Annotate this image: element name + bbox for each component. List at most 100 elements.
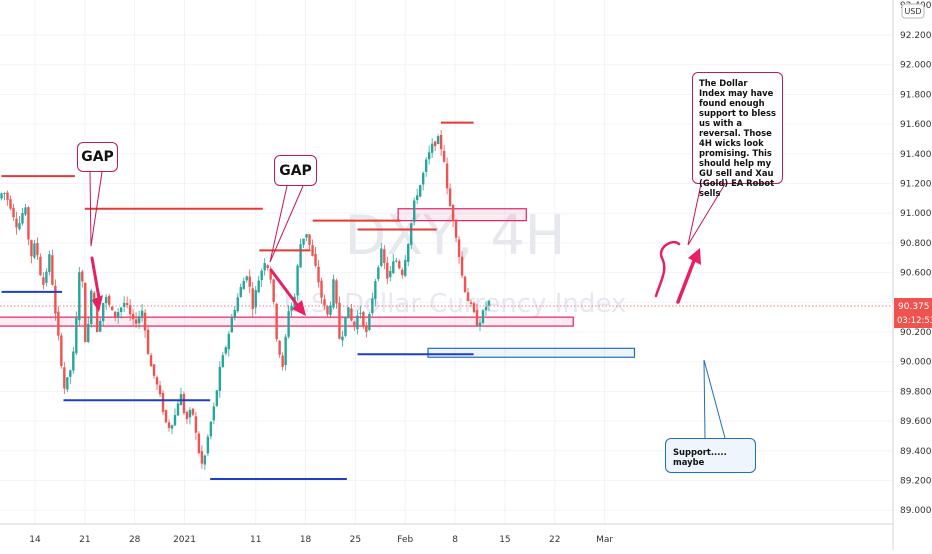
candle-body: [48, 254, 51, 273]
time-tick-label: 28: [129, 535, 141, 545]
candle: [122, 296, 126, 312]
candle: [421, 171, 425, 191]
candle-body: [182, 393, 186, 414]
candle-body: [302, 238, 305, 245]
currency-selector[interactable]: USD: [901, 3, 925, 19]
candle-body: [260, 270, 263, 280]
candle-body: [439, 134, 443, 150]
candle: [389, 265, 392, 282]
candle: [278, 340, 281, 358]
candle-body: [353, 321, 356, 328]
gap-arrow-1[interactable]: [90, 256, 101, 300]
candle: [329, 301, 332, 317]
candle: [454, 218, 458, 243]
gap-arrow-2[interactable]: [269, 268, 300, 308]
candle-body: [460, 256, 464, 276]
candle: [281, 352, 284, 371]
candle: [362, 311, 365, 329]
time-tick-label: 2021: [173, 535, 196, 545]
candle-body: [143, 312, 147, 331]
candle: [284, 334, 287, 371]
candle-body: [418, 185, 422, 197]
candle: [143, 309, 147, 338]
candle: [69, 369, 72, 385]
candle: [155, 375, 159, 390]
candle-body: [200, 451, 204, 464]
candle: [478, 318, 482, 331]
candle: [167, 419, 171, 432]
candle-body: [338, 302, 341, 339]
support-note[interactable]: Support..... maybe: [665, 438, 756, 473]
candle: [194, 411, 198, 440]
candle: [457, 236, 461, 264]
candle: [161, 390, 165, 415]
reversal-squiggle[interactable]: [654, 241, 681, 298]
candle-body: [401, 269, 404, 276]
candle: [263, 258, 266, 276]
current-price-value: 90.375: [898, 302, 930, 312]
candle-body: [398, 261, 401, 269]
candle: [179, 387, 183, 406]
candle-body: [275, 303, 278, 340]
candle-body: [427, 152, 431, 160]
currency-box[interactable]: [901, 3, 925, 19]
candle: [110, 306, 114, 311]
candle: [299, 238, 302, 268]
candle: [314, 246, 317, 268]
candle: [475, 303, 479, 327]
candle-body: [3, 192, 6, 194]
candle: [395, 257, 398, 263]
candle-body: [484, 307, 488, 311]
gap-label-1[interactable]: GAP: [77, 142, 118, 172]
candle: [466, 288, 470, 302]
candle: [251, 282, 254, 317]
candle: [386, 256, 389, 285]
price-tick-label: 90.600: [900, 269, 932, 279]
candle: [131, 309, 135, 326]
candle-body: [475, 310, 479, 326]
price-tick-label: 89.600: [900, 417, 932, 427]
reversal-arrow[interactable]: [676, 256, 697, 304]
price-tick-label: 89.000: [900, 506, 932, 516]
candle-body: [105, 296, 108, 304]
candle-body: [218, 366, 222, 391]
candle: [347, 307, 350, 319]
resistance-zone[interactable]: [397, 208, 527, 222]
candle: [275, 302, 278, 342]
candle: [257, 275, 260, 293]
countdown-timer: 03:12:53: [897, 316, 932, 326]
candle-body: [487, 300, 491, 306]
candle: [463, 275, 467, 294]
candle-body: [33, 243, 36, 258]
candle: [371, 292, 374, 316]
candle-body: [63, 367, 66, 389]
candle-body: [90, 290, 93, 325]
support-zone-blue[interactable]: [427, 347, 636, 358]
candle: [54, 279, 57, 321]
candle-body: [332, 279, 335, 308]
analysis-note[interactable]: The Dollar Index may have found enough s…: [692, 72, 783, 198]
candle: [188, 407, 192, 425]
candle-body: [57, 311, 60, 336]
candle: [233, 306, 236, 321]
candle: [18, 216, 21, 231]
candle-body: [383, 249, 386, 264]
candle-body: [269, 269, 272, 280]
candle: [272, 278, 275, 305]
candle-body: [245, 276, 248, 281]
candle: [254, 285, 257, 315]
support-zone-pink[interactable]: [0, 316, 574, 327]
price-tick-label: 91.800: [900, 90, 932, 100]
candle: [0, 192, 3, 201]
candle: [239, 283, 242, 298]
candle: [439, 129, 443, 156]
candle-body: [36, 242, 39, 256]
price-tick-label: 90.000: [900, 358, 932, 368]
candle: [63, 362, 66, 395]
gap-label-2[interactable]: GAP: [274, 155, 317, 186]
candle: [42, 272, 45, 290]
candle: [353, 320, 356, 331]
candle-body: [469, 302, 473, 304]
